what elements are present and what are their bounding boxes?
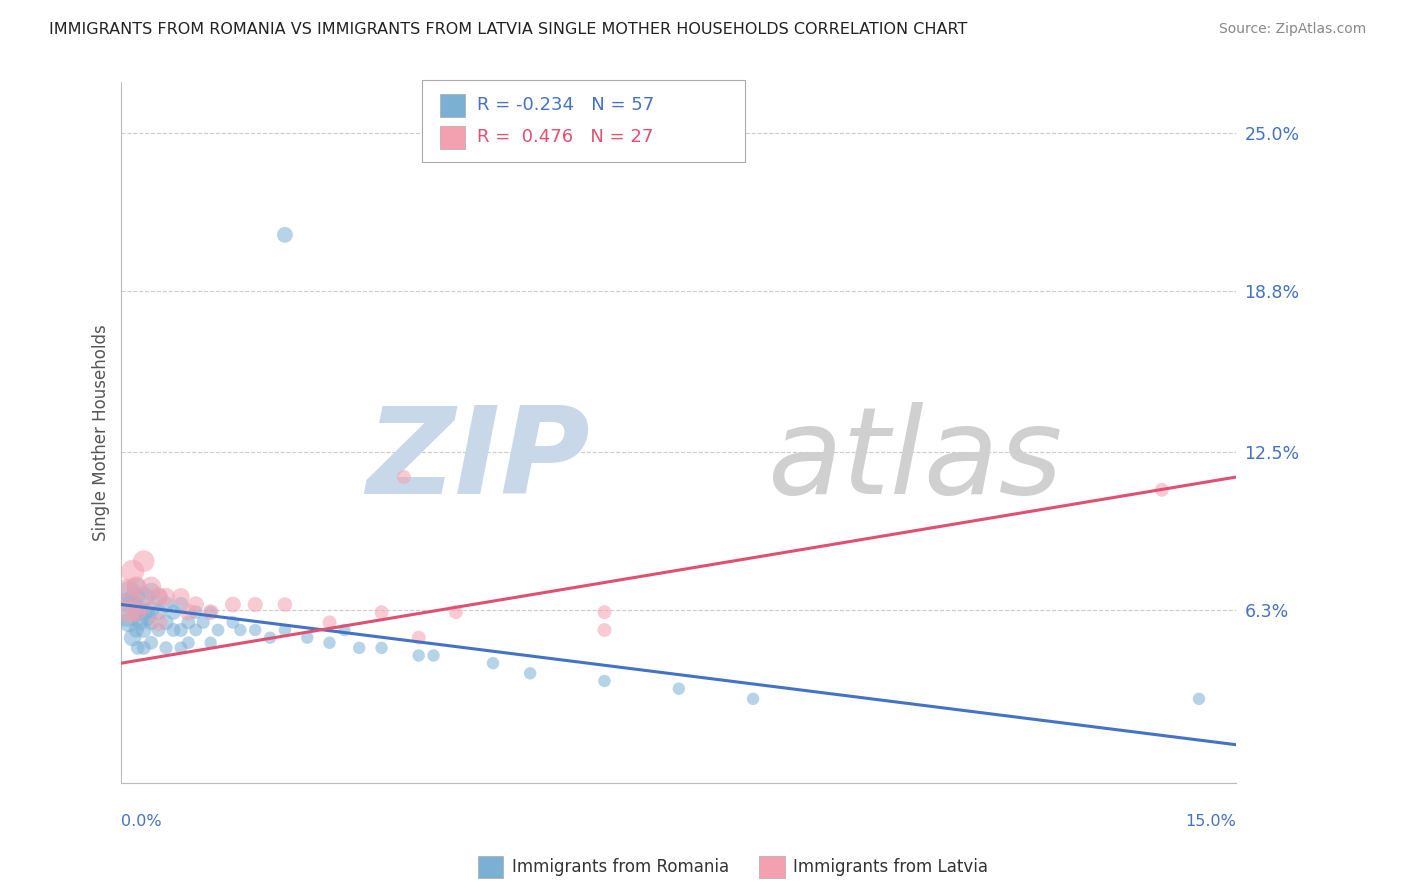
Point (593, 623, 616, 637)
Text: 0.0%: 0.0% (121, 814, 162, 829)
Point (170, 623, 193, 637)
Point (184, 623, 207, 637)
Point (162, 623, 184, 637)
Point (193, 615, 215, 630)
Point (297, 631, 319, 645)
Point (593, 673, 616, 688)
Point (155, 590, 177, 604)
Point (132, 605, 155, 619)
Point (129, 615, 152, 630)
Point (155, 598, 177, 612)
Point (141, 580, 163, 594)
Point (170, 590, 193, 604)
Point (742, 691, 765, 706)
Point (519, 666, 541, 681)
Point (593, 605, 616, 619)
Point (170, 640, 193, 655)
Point (1188, 691, 1211, 706)
Y-axis label: Single Mother Households: Single Mother Households (93, 324, 110, 541)
Point (141, 615, 163, 630)
Point (148, 605, 170, 619)
Point (408, 631, 430, 645)
Point (141, 636, 163, 650)
Point (136, 610, 159, 624)
Text: 15.0%: 15.0% (1185, 814, 1236, 829)
Text: R =  0.476   N = 27: R = 0.476 N = 27 (477, 128, 652, 146)
Point (370, 640, 392, 655)
Point (141, 602, 163, 616)
Point (349, 640, 371, 655)
Point (148, 615, 170, 630)
Text: R = -0.234   N = 57: R = -0.234 N = 57 (477, 96, 654, 114)
Point (125, 605, 148, 619)
Point (141, 584, 163, 599)
Point (118, 605, 141, 619)
Point (392, 470, 415, 484)
Point (125, 605, 148, 619)
Point (125, 580, 148, 594)
Point (118, 584, 141, 599)
Point (274, 598, 297, 612)
Point (200, 605, 222, 619)
Point (118, 615, 141, 630)
Point (200, 636, 222, 650)
Point (120, 598, 142, 612)
Point (155, 640, 177, 655)
Point (318, 636, 340, 650)
Text: Immigrants from Romania: Immigrants from Romania (512, 858, 728, 876)
Point (222, 615, 245, 630)
Point (259, 631, 281, 645)
Point (482, 656, 505, 670)
Point (222, 598, 245, 612)
Point (444, 605, 467, 619)
Text: atlas: atlas (768, 402, 1063, 519)
Point (117, 602, 139, 616)
Point (370, 605, 392, 619)
Point (177, 615, 200, 630)
Text: IMMIGRANTS FROM ROMANIA VS IMMIGRANTS FROM LATVIA SINGLE MOTHER HOUSEHOLDS CORRE: IMMIGRANTS FROM ROMANIA VS IMMIGRANTS FR… (49, 22, 967, 37)
Point (184, 598, 207, 612)
Point (121, 565, 143, 579)
Point (132, 598, 155, 612)
Point (177, 605, 200, 619)
Point (117, 584, 139, 599)
Point (132, 623, 155, 637)
Point (155, 615, 177, 630)
Point (245, 623, 267, 637)
Text: Source: ZipAtlas.com: Source: ZipAtlas.com (1219, 22, 1367, 37)
Point (125, 580, 148, 594)
Point (148, 623, 170, 637)
Point (148, 590, 170, 604)
Point (132, 554, 155, 568)
Point (170, 598, 193, 612)
Point (274, 227, 297, 242)
Point (229, 623, 252, 637)
Point (422, 648, 444, 663)
Point (121, 631, 143, 645)
Point (408, 648, 430, 663)
Point (177, 636, 200, 650)
Point (333, 623, 356, 637)
Point (245, 598, 267, 612)
Point (318, 615, 340, 630)
Point (125, 623, 148, 637)
Point (274, 623, 297, 637)
Text: ZIP: ZIP (366, 402, 589, 519)
Point (127, 640, 149, 655)
Point (124, 590, 146, 604)
Point (148, 590, 170, 604)
Point (668, 681, 690, 696)
Point (132, 590, 155, 604)
Point (132, 640, 155, 655)
Point (200, 605, 222, 619)
Point (184, 605, 207, 619)
Text: Immigrants from Latvia: Immigrants from Latvia (793, 858, 988, 876)
Point (207, 623, 229, 637)
Point (162, 605, 184, 619)
Point (1150, 483, 1173, 497)
